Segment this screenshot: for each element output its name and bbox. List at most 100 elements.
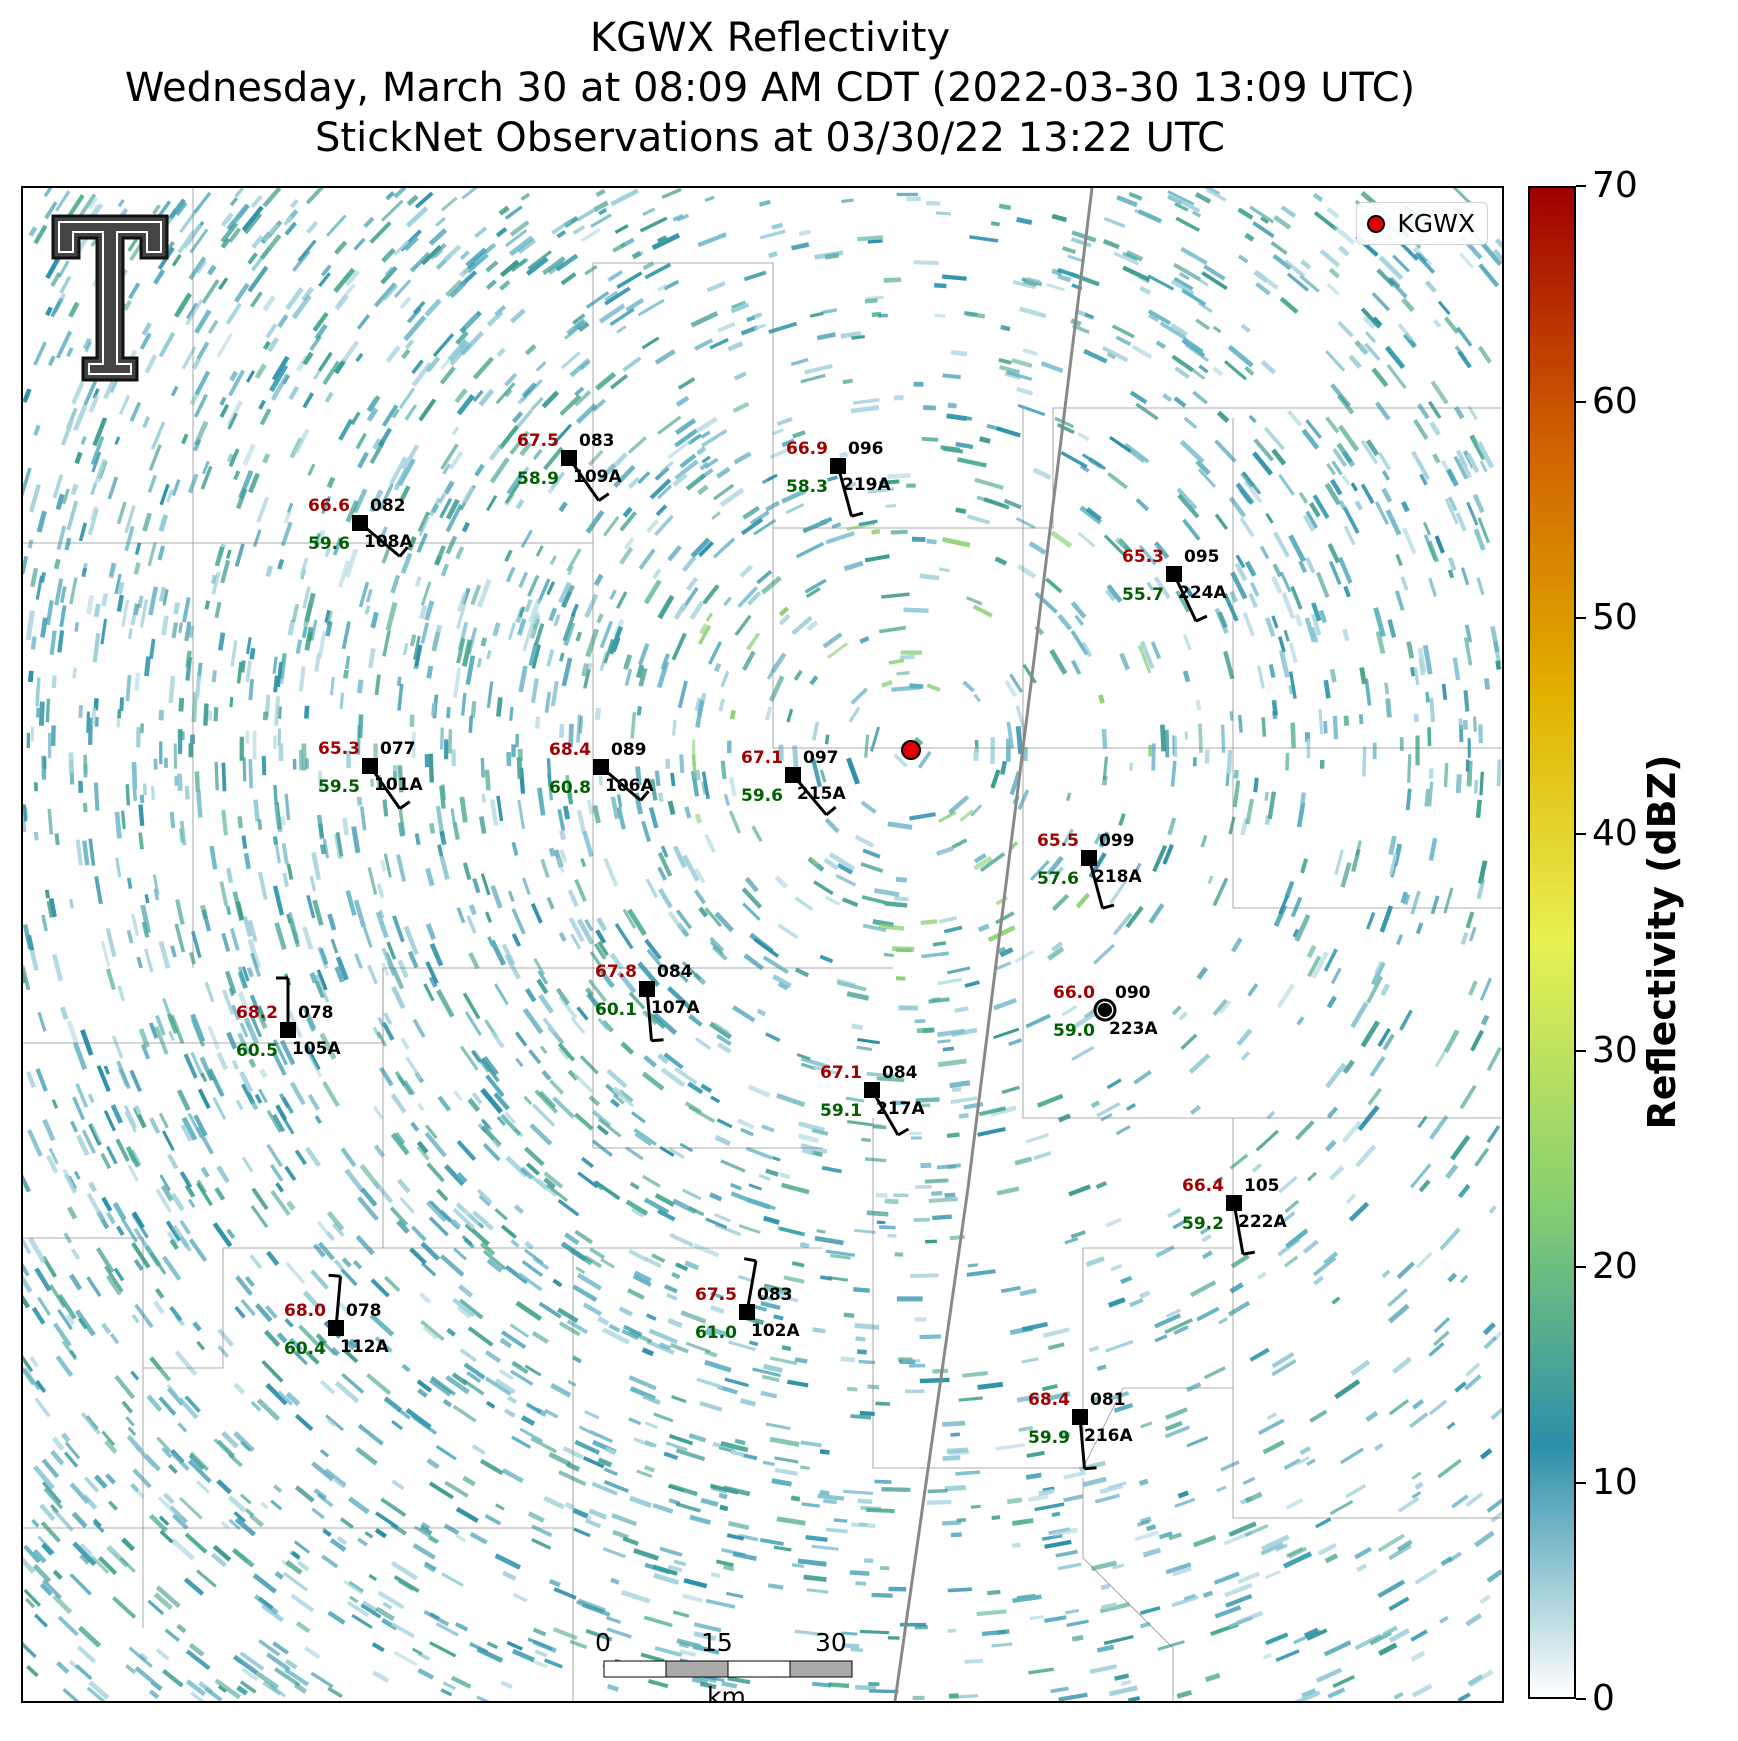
wind-barb-flag xyxy=(1242,1250,1256,1256)
colorbar-title: Reflectivity (dBZ) xyxy=(1640,754,1684,1130)
station-temperature: 67.1 xyxy=(741,748,783,768)
county-line xyxy=(23,1478,1174,1701)
station-dewpoint: 57.6 xyxy=(1037,869,1079,889)
station-marker xyxy=(362,758,378,774)
station-dewpoint: 59.6 xyxy=(741,786,783,806)
colorbar-tick-label: 50 xyxy=(1592,597,1638,639)
scale-label-15: 15 xyxy=(701,1628,733,1657)
wind-barb-shaft xyxy=(1087,857,1104,909)
station-code: 081 xyxy=(1090,1390,1126,1410)
station-code: 096 xyxy=(848,439,884,459)
station-code: 084 xyxy=(657,962,693,982)
title-datetime: Wednesday, March 30 at 08:09 AM CDT (202… xyxy=(124,65,1416,111)
title-radar: KGWX Reflectivity xyxy=(589,15,951,61)
station-217A: 67.1 084 59.1 217A xyxy=(820,1063,925,1137)
station-id: 105A xyxy=(292,1039,341,1059)
radar-map: 67.5 083 58.9 109A 66.9 096 58.3 219A 66.6 082 59.… xyxy=(21,186,1504,1703)
colorbar-tick-mark xyxy=(1576,1698,1586,1700)
station-dewpoint: 59.6 xyxy=(308,534,350,554)
station-temperature: 65.5 xyxy=(1037,831,1079,851)
texas-tech-logo xyxy=(51,214,169,382)
wind-barb-flag xyxy=(897,1127,910,1137)
station-id: 222A xyxy=(1238,1212,1287,1232)
colorbar-tick-label: 10 xyxy=(1592,1461,1638,1503)
wind-barb-flag xyxy=(1195,614,1208,623)
scale-label-30: 30 xyxy=(815,1628,847,1657)
station-temperature: 65.3 xyxy=(318,739,360,759)
station-code: 082 xyxy=(370,496,406,516)
county-line xyxy=(383,1247,823,1701)
station-id: 108A xyxy=(364,532,413,552)
station-code: 105 xyxy=(1244,1176,1280,1196)
station-marker xyxy=(593,759,609,775)
station-temperature: 66.4 xyxy=(1182,1176,1224,1196)
wind-barb-flag xyxy=(639,790,650,802)
county-line xyxy=(23,1237,383,1628)
colorbar xyxy=(1528,186,1576,1699)
station-code: 077 xyxy=(380,739,416,759)
station-107A: 67.8 084 60.1 107A xyxy=(595,962,700,1043)
station-id: 218A xyxy=(1093,867,1142,887)
wind-barb-shaft xyxy=(1232,1202,1245,1255)
colorbar-tick-mark xyxy=(1576,185,1586,187)
radar-map-canvas: 67.5 083 58.9 109A 66.9 096 58.3 219A 66.6 082 59.… xyxy=(23,188,1502,1701)
station-temperature: 67.8 xyxy=(595,962,637,982)
station-112A: 68.0 078 60.4 112A xyxy=(284,1273,389,1359)
station-dewpoint: 58.9 xyxy=(517,469,559,489)
station-code: 084 xyxy=(882,1063,918,1083)
radar-site-marker-icon xyxy=(1367,214,1386,233)
station-219A: 66.9 096 58.3 219A xyxy=(786,439,891,518)
station-code: 083 xyxy=(757,1285,793,1305)
station-dewpoint: 59.5 xyxy=(318,777,360,797)
station-temperature: 66.9 xyxy=(786,439,828,459)
station-id: 219A xyxy=(842,475,891,495)
station-marker xyxy=(328,1320,344,1336)
station-id: 101A xyxy=(374,775,423,795)
station-marker xyxy=(739,1304,755,1320)
county-line xyxy=(772,408,1234,908)
station-marker xyxy=(1226,1195,1242,1211)
station-code: 083 xyxy=(579,431,615,451)
station-temperature: 68.2 xyxy=(236,1003,278,1023)
colorbar-tick-mark xyxy=(1576,1049,1586,1052)
colorbar-tick-mark xyxy=(1576,1481,1586,1484)
station-216A: 68.4 081 59.9 216A xyxy=(1028,1390,1133,1471)
wind-barb-flag xyxy=(1102,903,1115,910)
station-224A: 65.3 095 55.7 224A xyxy=(1122,547,1227,623)
station-id: 224A xyxy=(1178,583,1227,603)
station-code: 095 xyxy=(1184,547,1220,567)
station-marker xyxy=(561,450,577,466)
colorbar-tick-label: 70 xyxy=(1592,165,1638,206)
station-temperature: 68.4 xyxy=(1028,1390,1070,1410)
station-code: 097 xyxy=(803,748,839,768)
wind-barb-flag xyxy=(398,800,411,810)
wind-barb-flag xyxy=(825,805,837,816)
wind-barb-shaft xyxy=(645,988,653,1041)
scale-bar: 0 15 30 km xyxy=(595,1628,903,1703)
station-code: 078 xyxy=(346,1301,382,1321)
scale-label-0: 0 xyxy=(595,1628,611,1657)
station-dewpoint: 60.4 xyxy=(284,1339,326,1359)
station-code: 090 xyxy=(1115,983,1151,1003)
station-id: 223A xyxy=(1109,1019,1158,1039)
station-dewpoint: 58.3 xyxy=(786,477,828,497)
station-marker xyxy=(785,767,801,783)
scale-unit: km xyxy=(707,1682,746,1703)
station-marker xyxy=(1072,1409,1088,1425)
sticknet-stations: 67.5 083 58.9 109A 66.9 096 58.3 219A 66.6 082 59.… xyxy=(236,431,1287,1471)
wind-barb-flag xyxy=(398,546,409,558)
station-marker xyxy=(639,981,655,997)
station-marker xyxy=(280,1022,296,1038)
title-observations: StickNet Observations at 03/30/22 13:22 … xyxy=(315,115,1225,161)
station-marker xyxy=(864,1082,880,1098)
station-id: 216A xyxy=(1084,1426,1133,1446)
station-id: 109A xyxy=(573,467,622,487)
station-101A: 65.3 077 59.5 101A xyxy=(318,739,423,810)
station-temperature: 65.3 xyxy=(1122,547,1164,567)
wind-barb-shaft xyxy=(745,1260,758,1313)
radar-site-marker xyxy=(901,740,921,760)
station-marker xyxy=(1081,850,1097,866)
station-dewpoint: 59.1 xyxy=(820,1101,862,1121)
map-legend: KGWX xyxy=(1356,202,1488,245)
colorbar-tick-mark xyxy=(1576,1265,1586,1268)
